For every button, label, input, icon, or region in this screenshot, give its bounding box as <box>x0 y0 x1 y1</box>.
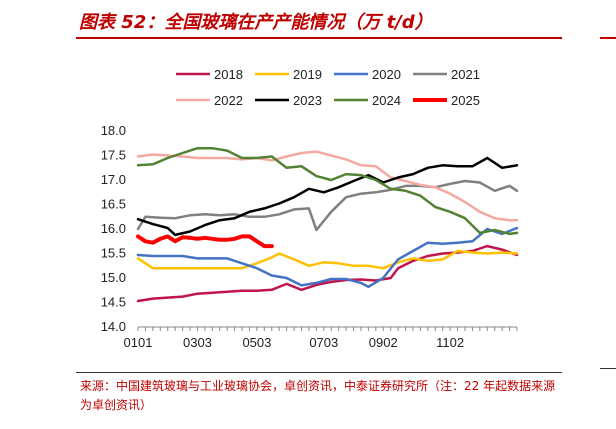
y-tick-label: 14.0 <box>101 319 126 334</box>
x-tick-label: 0902 <box>369 335 398 350</box>
series-line-2021 <box>136 179 519 232</box>
y-tick-label: 15.5 <box>101 246 126 261</box>
legend: 2018 2019 2020 2021 2022 2023 2024 2025 <box>176 67 480 108</box>
adjacent-panel-rule-bottom <box>600 368 616 369</box>
y-tick-label: 14.5 <box>101 295 126 310</box>
adjacent-panel-rule <box>600 37 616 39</box>
y-tick-label: 18.0 <box>101 123 126 138</box>
legend-label-2023: 2023 <box>293 93 322 108</box>
x-tick-label: 0503 <box>242 335 271 350</box>
y-tick-label: 17.5 <box>101 148 126 163</box>
legend-label-2019: 2019 <box>293 67 322 82</box>
figure-title: 图表 52：全国玻璃在产产能情况（万 t/d） <box>79 12 433 33</box>
legend-label-2021: 2021 <box>451 67 480 82</box>
y-tick-label: 15.0 <box>101 270 126 285</box>
series-line-2022 <box>136 150 519 222</box>
y-tick-label: 16.0 <box>101 221 126 236</box>
title-underline <box>76 37 562 39</box>
series-line-2019 <box>136 249 519 270</box>
series-line-2020 <box>136 226 519 289</box>
legend-label-2018: 2018 <box>214 67 243 82</box>
x-tick-label: 0101 <box>124 335 153 350</box>
y-tick-label: 17.0 <box>101 172 126 187</box>
legend-label-2024: 2024 <box>372 93 401 108</box>
legend-label-2025: 2025 <box>451 93 480 108</box>
source-note: 来源：中国建筑玻璃与工业玻璃协会，卓创资讯，中泰证券研究所（注：22 年起数据来… <box>80 379 556 412</box>
y-axis: 14.0 14.5 15.0 15.5 16.0 16.5 17.0 17.5 18.0 <box>101 123 126 334</box>
series-line-2025 <box>136 234 274 249</box>
source-divider <box>76 372 562 373</box>
series-line-2018 <box>136 244 519 303</box>
plot-lines <box>136 146 519 303</box>
y-tick-label: 16.5 <box>101 197 126 212</box>
series-line-2024 <box>136 146 519 236</box>
x-axis: 0101 0303 0503 0703 0902 1102 <box>124 326 518 350</box>
x-tick-label: 0703 <box>309 335 338 350</box>
legend-label-2022: 2022 <box>214 93 243 108</box>
x-tick-label: 0303 <box>183 335 212 350</box>
series-line-2023 <box>136 156 519 237</box>
x-tick-label: 1102 <box>436 335 464 350</box>
legend-label-2020: 2020 <box>372 67 401 82</box>
